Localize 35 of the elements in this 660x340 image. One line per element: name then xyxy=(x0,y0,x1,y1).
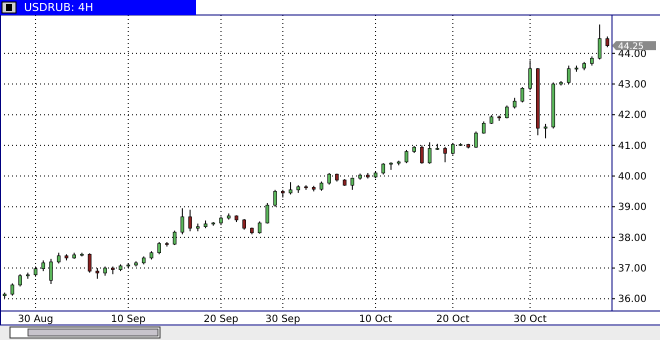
candlestick xyxy=(544,123,548,139)
candlestick xyxy=(520,86,524,103)
candlestick xyxy=(157,241,161,255)
y-tick-label: 44.00 xyxy=(618,48,647,60)
candlestick xyxy=(606,36,610,48)
candlestick xyxy=(10,282,14,296)
candlestick xyxy=(188,209,192,232)
chart-title: USDRUB: 4H xyxy=(24,1,94,14)
x-tick-label: 30 Aug xyxy=(18,314,54,325)
candlestick xyxy=(258,220,262,234)
x-tick-label: 20 Oct xyxy=(436,314,470,325)
y-tick-label: 38.00 xyxy=(618,232,647,244)
x-tick-label: 10 Oct xyxy=(358,314,392,325)
candlestick xyxy=(320,181,324,192)
y-tick-label: 39.00 xyxy=(618,202,647,214)
candlestick xyxy=(590,56,594,66)
y-tick-label: 36.00 xyxy=(618,294,647,306)
y-tick-label: 41.00 xyxy=(618,140,647,152)
x-tick-label: 30 Oct xyxy=(513,314,547,325)
y-tick-label: 40.00 xyxy=(618,172,647,183)
candlestick xyxy=(512,97,516,110)
candlestick xyxy=(18,274,22,287)
candlestick xyxy=(404,149,408,164)
candlestick xyxy=(381,162,386,176)
y-tick-label: 37.00 xyxy=(618,264,647,275)
y-tick-label: 42.00 xyxy=(618,110,647,122)
x-tick-label: 10 Sep xyxy=(110,314,146,325)
candlestick xyxy=(242,218,246,230)
x-tick-label: 30 Sep xyxy=(265,314,300,325)
candlestick xyxy=(288,182,292,195)
candlestick xyxy=(482,120,486,134)
candlestick xyxy=(56,252,61,264)
candlestick xyxy=(180,208,184,235)
y-tick-label: 43.00 xyxy=(618,80,647,91)
x-tick-label: 20 Sep xyxy=(204,314,238,325)
